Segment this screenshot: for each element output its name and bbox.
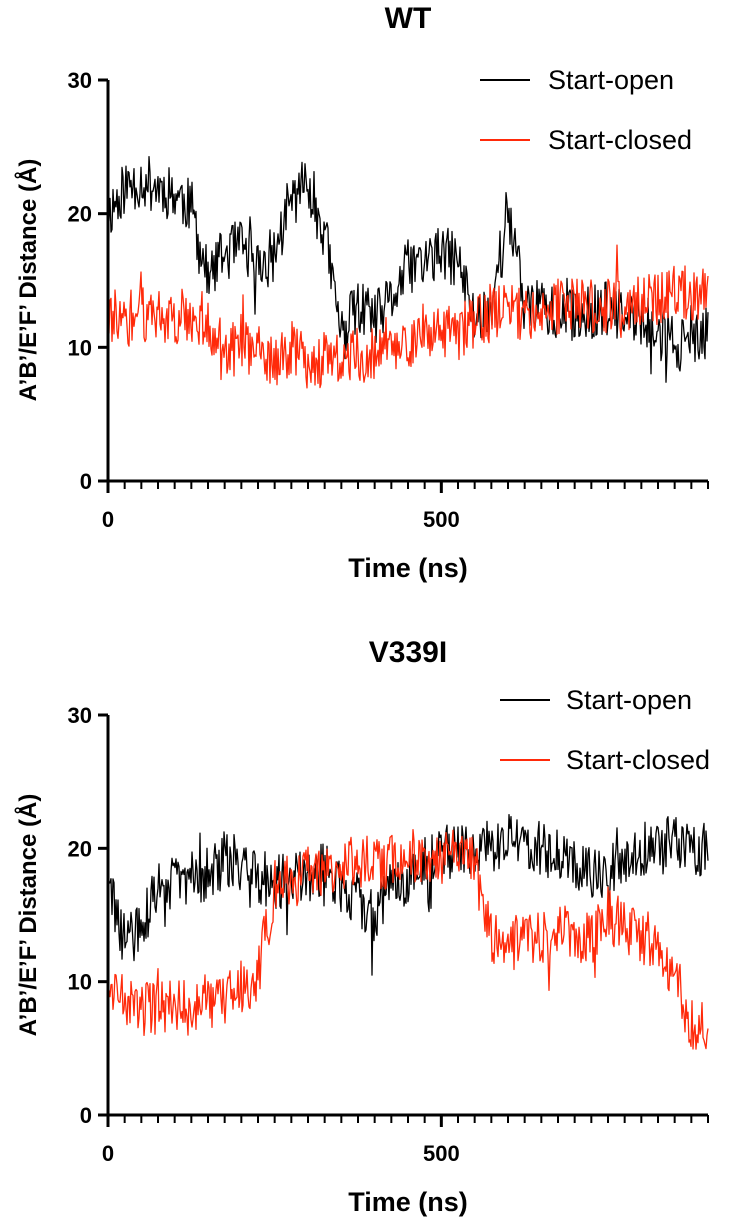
series-line-start-closed	[107, 828, 709, 1050]
series-layer	[107, 813, 709, 1050]
axes: 0 10 20 30 0 500	[68, 68, 709, 532]
y-tick-label: 10	[68, 970, 92, 995]
chart-title: V339I	[369, 636, 447, 669]
chart-wt: WT A’B’/E’F’ Distance (Å) Time (ns) Star…	[14, 2, 709, 583]
series-layer	[107, 155, 709, 389]
axes: 0 10 20 30 0 500	[68, 703, 709, 1166]
y-tick-label: 0	[80, 469, 92, 494]
x-axis-label: Time (ns)	[348, 1187, 468, 1217]
y-tick-label: 20	[68, 202, 92, 227]
y-tick-label: 20	[68, 836, 92, 861]
x-tick-label: 0	[102, 1141, 114, 1166]
y-tick-label: 10	[68, 335, 92, 360]
legend: Start-open Start-closed	[480, 65, 692, 155]
x-tick-label: 500	[423, 507, 460, 532]
series-line-start-open	[107, 155, 709, 383]
legend-label-start-closed: Start-closed	[548, 125, 692, 155]
y-axis-label: A’B’/E’F’ Distance (Å)	[14, 159, 42, 402]
x-tick-label: 0	[102, 507, 114, 532]
y-axis-label: A’B’/E’F’ Distance (Å)	[14, 794, 42, 1037]
series-line-start-closed	[107, 244, 709, 389]
chart-title: WT	[385, 2, 432, 35]
x-axis-label: Time (ns)	[348, 553, 468, 583]
legend: Start-open Start-closed	[500, 685, 710, 775]
x-tick-label: 500	[423, 1141, 460, 1166]
legend-label-start-closed: Start-closed	[566, 745, 710, 775]
y-tick-label: 0	[80, 1103, 92, 1128]
legend-label-start-open: Start-open	[548, 65, 674, 95]
chart-v339i: V339I A’B’/E’F’ Distance (Å) Time (ns) S…	[14, 636, 710, 1217]
series-line-start-open	[107, 813, 709, 976]
y-tick-label: 30	[68, 68, 92, 93]
legend-label-start-open: Start-open	[566, 685, 692, 715]
y-tick-label: 30	[68, 703, 92, 728]
